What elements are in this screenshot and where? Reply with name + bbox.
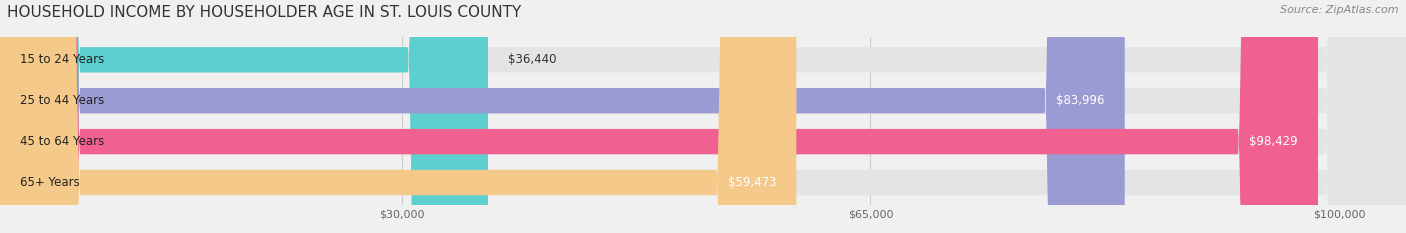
Text: $98,429: $98,429	[1250, 135, 1298, 148]
Text: $83,996: $83,996	[1056, 94, 1105, 107]
Text: 25 to 44 Years: 25 to 44 Years	[20, 94, 104, 107]
FancyBboxPatch shape	[0, 0, 1125, 233]
Text: 45 to 64 Years: 45 to 64 Years	[20, 135, 104, 148]
FancyBboxPatch shape	[0, 0, 1317, 233]
Text: $59,473: $59,473	[728, 176, 776, 189]
Text: 15 to 24 Years: 15 to 24 Years	[20, 53, 104, 66]
FancyBboxPatch shape	[0, 0, 488, 233]
Text: $36,440: $36,440	[508, 53, 557, 66]
FancyBboxPatch shape	[0, 0, 796, 233]
Text: HOUSEHOLD INCOME BY HOUSEHOLDER AGE IN ST. LOUIS COUNTY: HOUSEHOLD INCOME BY HOUSEHOLDER AGE IN S…	[7, 5, 522, 20]
Text: 65+ Years: 65+ Years	[20, 176, 80, 189]
Text: Source: ZipAtlas.com: Source: ZipAtlas.com	[1281, 5, 1399, 15]
